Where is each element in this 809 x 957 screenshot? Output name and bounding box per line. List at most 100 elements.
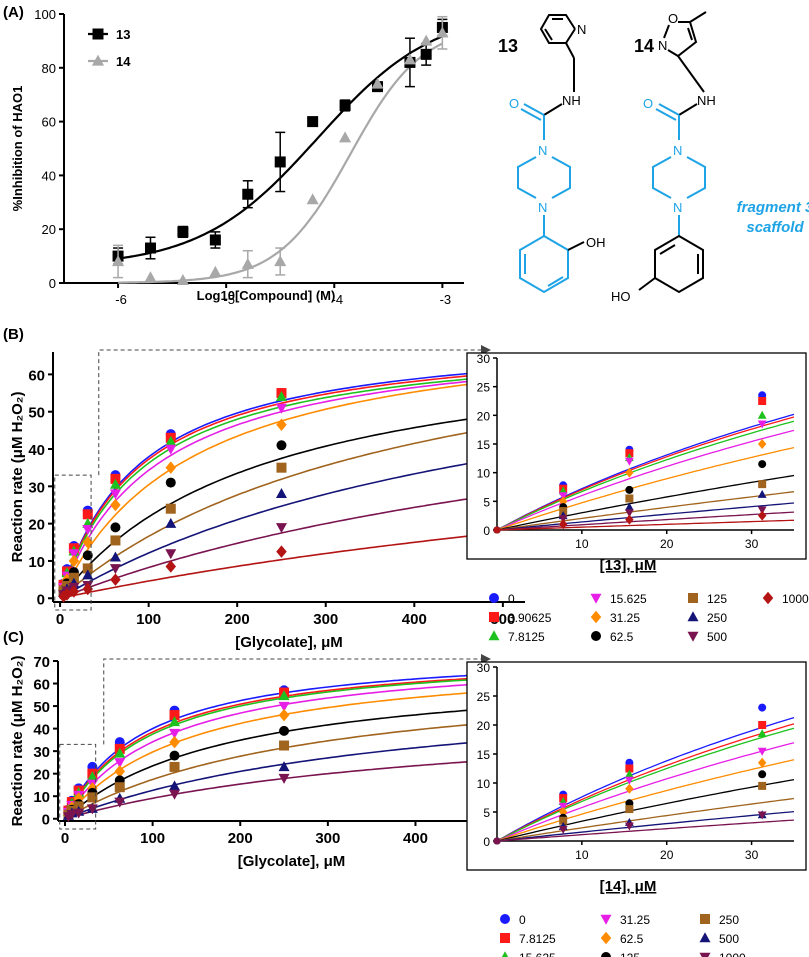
inset-y-tick-label: 10 bbox=[477, 467, 491, 481]
data-point-15.625 bbox=[82, 524, 94, 535]
data-point-14 bbox=[209, 265, 222, 277]
inset-point-7.8125 bbox=[625, 764, 634, 773]
legend-marker-31.25 bbox=[590, 610, 602, 624]
legend-marker-13 bbox=[92, 28, 104, 40]
oh-bond-13 bbox=[567, 241, 585, 251]
chemical-structures: 13 14 N NH O N N OH bbox=[498, 11, 809, 304]
inset-point-1000 bbox=[625, 514, 634, 525]
data-point-125 bbox=[169, 750, 180, 761]
legend-label-15.625: 15.625 bbox=[610, 592, 647, 606]
inset-y-tick-label: 20 bbox=[477, 409, 491, 423]
inset-point-1000 bbox=[624, 822, 634, 831]
phenol-double-13b bbox=[547, 276, 564, 287]
data-point-13 bbox=[177, 226, 189, 238]
data-point-31.25 bbox=[278, 701, 290, 712]
data-point-125 bbox=[279, 725, 290, 736]
data-point-7.8125 bbox=[165, 435, 177, 446]
legend-marker-62.5 bbox=[600, 931, 612, 945]
inset-x-tick-label: 20 bbox=[660, 848, 674, 862]
carbonyl-double bbox=[520, 108, 542, 121]
compound-13-label: 13 bbox=[498, 36, 518, 56]
inset-fit-500 bbox=[496, 511, 795, 531]
inset-point-250 bbox=[624, 502, 634, 511]
carbonyl-double-14 bbox=[655, 108, 677, 121]
inset-point-1000 bbox=[558, 519, 568, 530]
data-point-15.625 bbox=[169, 716, 181, 727]
y-tick-label: 50 bbox=[28, 405, 45, 422]
inset-origin-point-1000 bbox=[493, 526, 501, 534]
data-point-500 bbox=[278, 761, 290, 772]
data-point-15.625 bbox=[114, 747, 126, 758]
data-point-13 bbox=[420, 48, 432, 60]
data-point-1000 bbox=[73, 808, 85, 819]
legend-marker-1000 bbox=[762, 591, 774, 605]
y-tick-label: 50 bbox=[33, 699, 50, 716]
inset-fit-15.625 bbox=[496, 429, 795, 531]
inset-point-3.90625 bbox=[758, 397, 767, 405]
data-point-13 bbox=[209, 234, 221, 246]
oh-label-13: OH bbox=[586, 235, 606, 250]
y-tick-label: 0 bbox=[37, 591, 45, 608]
data-point-250 bbox=[279, 740, 290, 751]
x-axis-label: Log10[Compound] (M) bbox=[197, 288, 336, 303]
x-axis-label: [Glycolate], μM bbox=[238, 853, 346, 870]
inset-fit-62.5 bbox=[496, 474, 795, 531]
inset-fit-62.5 bbox=[496, 759, 795, 842]
fragment-label-line2: scaffold bbox=[746, 219, 804, 236]
data-point-500 bbox=[169, 780, 181, 791]
inset-y-tick-label: 25 bbox=[477, 381, 491, 395]
pyridine-n-label: N bbox=[577, 22, 586, 37]
isox-to-nh bbox=[677, 55, 705, 93]
y-tick-label: 60 bbox=[42, 115, 56, 130]
legend-label-1000: 1000 bbox=[782, 592, 809, 606]
inset-y-tick-label: 0 bbox=[483, 524, 490, 538]
oh-bond-14 bbox=[638, 277, 656, 291]
data-point-62.5 bbox=[276, 440, 287, 451]
inset-point-500 bbox=[624, 509, 634, 518]
legend-label-250: 250 bbox=[707, 611, 727, 625]
legend-marker-1000 bbox=[699, 952, 711, 957]
inset-point-250 bbox=[757, 489, 767, 498]
legend-marker-7.8125 bbox=[500, 933, 510, 943]
fit-curve-250 bbox=[59, 456, 504, 599]
x-tick-label: 0 bbox=[61, 830, 69, 847]
data-point-125 bbox=[110, 535, 121, 546]
data-point-1000 bbox=[165, 560, 177, 573]
legend-label-500: 500 bbox=[719, 932, 739, 946]
inset-point-500 bbox=[757, 506, 767, 515]
data-point-125 bbox=[82, 563, 93, 574]
y-tick-label: 20 bbox=[42, 222, 56, 237]
data-point-125 bbox=[165, 503, 176, 514]
data-point-1000 bbox=[66, 809, 78, 820]
legend-marker-7.8125 bbox=[488, 630, 500, 641]
inset-point-0 bbox=[758, 703, 767, 712]
data-point-7.8125 bbox=[169, 710, 180, 721]
data-point-14 bbox=[274, 255, 287, 267]
data-point-500 bbox=[275, 523, 287, 534]
inset-x-tick-label: 20 bbox=[660, 537, 674, 551]
inset-fit-7.8125 bbox=[496, 420, 795, 531]
legend-marker-500 bbox=[699, 932, 711, 943]
y-axis-label: Reaction rate (μM H₂O₂) bbox=[9, 392, 26, 563]
y-tick-label: 70 bbox=[33, 654, 50, 671]
carbonyl-bond bbox=[523, 103, 545, 116]
legend-marker-14 bbox=[91, 54, 105, 66]
isoxazole-double bbox=[687, 27, 693, 41]
legend-marker-0 bbox=[489, 593, 499, 603]
data-point-250 bbox=[165, 517, 177, 528]
legend-label-1000: 1000 bbox=[719, 951, 746, 957]
phenol-ring-14 bbox=[654, 234, 704, 294]
nh-label-13: NH bbox=[562, 93, 581, 108]
zoom-region-box bbox=[54, 474, 92, 611]
legend-label-7.8125: 7.8125 bbox=[508, 630, 545, 644]
inset-fit-500 bbox=[496, 810, 795, 842]
compound-14-structure: O N NH O N N HO bbox=[611, 11, 716, 304]
legend-label-0: 0 bbox=[508, 592, 515, 606]
inset-fit-3.90625 bbox=[496, 416, 795, 531]
inset-point-15.625 bbox=[757, 729, 767, 738]
x-tick-label: 0 bbox=[56, 611, 64, 628]
data-point-14 bbox=[112, 255, 125, 267]
data-point-250 bbox=[109, 551, 121, 562]
inset-y-tick-label: 30 bbox=[477, 661, 491, 675]
x-tick-label: 300 bbox=[315, 830, 340, 847]
